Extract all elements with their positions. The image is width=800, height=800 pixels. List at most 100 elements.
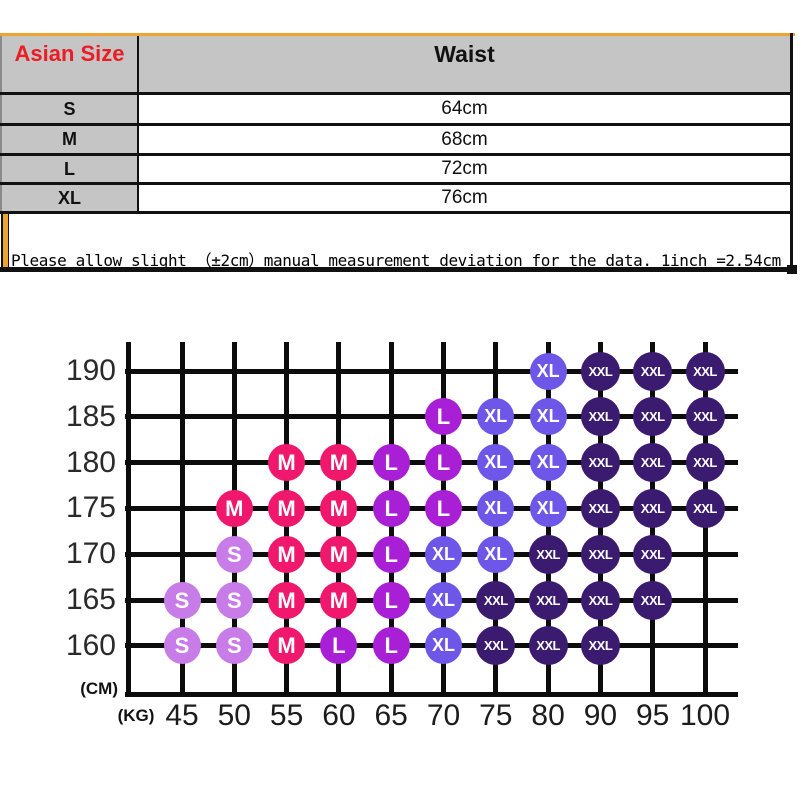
x-axis-label-100: 100 [679,699,731,732]
size-dot-190-90: XXL [580,351,620,391]
size-dot-160-60: L [320,627,358,665]
size-dot-175-50: M [215,489,253,527]
size-dot-180-100: XXL [685,443,725,483]
size-dot-170-55: M [268,535,306,573]
table-row-border [0,92,793,95]
table-row-border [0,123,793,126]
size-dot-175-75: XL [477,489,515,527]
note-border-handle [787,265,797,274]
size-dot-180-95: XXL [633,443,673,483]
size-dot-180-55: M [268,444,306,482]
y-axis-label-170: 170 [65,537,116,571]
size-dot-185-90: XXL [580,397,620,437]
size-dot-170-95: XXL [633,534,673,574]
table-top-accent-line [0,33,795,36]
size-dot-175-95: XXL [633,488,673,528]
x-axis-label-55: 55 [269,699,304,732]
x-axis-label-45: 45 [165,699,199,732]
waist-value-xl: 76cm [139,185,790,211]
size-dot-185-75: XL [477,398,515,436]
size-dot-165-60: M [320,581,358,619]
size-dot-180-90: XXL [580,443,620,483]
size-cell-xl: XL [2,185,137,211]
size-dot-165-65: L [372,581,410,619]
waist-value-m: 68cm [139,126,790,153]
x-axis-label-60: 60 [322,699,356,732]
x-axis-line [125,691,738,697]
size-dot-160-75: XXL [476,626,516,666]
size-dot-185-95: XXL [633,397,673,437]
size-cell-m: M [2,126,137,153]
size-dot-160-50: S [215,627,253,665]
x-axis-label-95: 95 [636,699,670,732]
size-dot-165-95: XXL [633,580,673,620]
size-dot-185-100: XXL [685,397,725,437]
size-dot-160-80: XXL [528,626,568,666]
table-header-size: Asian Size [2,36,137,92]
size-dot-175-55: M [268,489,306,527]
size-dot-180-80: XL [529,444,567,482]
size-dot-175-80: XL [529,489,567,527]
x-axis-label-70: 70 [426,699,461,732]
measurement-note: Please allow slight （±2cm）manual measure… [11,251,781,270]
size-dot-165-55: M [268,581,306,619]
y-axis-label-185: 185 [65,399,116,433]
size-dot-160-45: S [163,627,201,665]
size-dot-165-80: XXL [528,580,568,620]
y-axis-label-160: 160 [65,628,116,662]
size-dot-180-60: M [320,444,358,482]
size-dot-170-65: L [372,535,410,573]
size-dot-175-90: XXL [580,488,620,528]
y-axis-label-190: 190 [65,354,116,387]
note-bottom-border [0,267,795,272]
grid-hline-190 [125,368,738,374]
x-axis-label-80: 80 [531,699,565,732]
size-dot-165-75: XXL [476,580,516,620]
table-header-waist: Waist [139,36,790,92]
size-dot-180-65: L [372,444,410,482]
size-dot-160-70: XL [425,627,462,665]
x-axis-label-50: 50 [217,699,251,732]
size-dot-175-100: XXL [685,488,725,528]
waist-value-l: 72cm [139,156,790,182]
grid-vline-45 [179,342,185,697]
size-cell-l: L [2,156,137,182]
size-cell-s: S [2,95,137,123]
size-dot-170-50: S [215,535,253,573]
size-dot-190-100: XXL [685,351,725,391]
size-dot-175-70: L [425,489,462,527]
size-dot-160-55: M [268,627,306,665]
size-dot-185-80: XL [529,398,567,436]
size-dot-170-70: XL [425,535,462,573]
y-axis-label-175: 175 [65,491,116,525]
table-row-border [0,153,793,156]
size-dot-180-70: L [425,444,462,482]
table-row-border [0,211,793,214]
table-row-border [0,182,793,185]
kg-unit-label: (KG) [117,706,155,725]
size-dot-165-50: S [215,581,253,619]
size-dot-160-90: XXL [580,626,620,666]
size-dot-180-75: XL [477,444,515,482]
size-dot-185-70: L [425,398,462,436]
size-dot-170-80: XXL [528,534,568,574]
size-dot-160-65: L [372,627,410,665]
size-dot-175-65: L [372,489,410,527]
x-axis-label-65: 65 [374,699,408,732]
x-axis-label-90: 90 [583,699,618,732]
size-dot-190-95: XXL [633,351,673,391]
note-accent-bar [1,214,9,267]
size-dot-175-60: M [320,489,358,527]
size-dot-165-90: XXL [580,580,620,620]
size-dot-170-90: XXL [580,534,620,574]
size-dot-190-80: XL [529,352,567,390]
y-axis-label-180: 180 [65,445,116,479]
y-axis-line [125,342,131,697]
y-axis-label-165: 165 [65,583,116,616]
cm-unit-label: (CM) [80,679,118,698]
size-dot-170-75: XL [477,535,515,573]
size-dot-165-45: S [163,581,201,619]
size-dot-165-70: XL [425,581,462,619]
